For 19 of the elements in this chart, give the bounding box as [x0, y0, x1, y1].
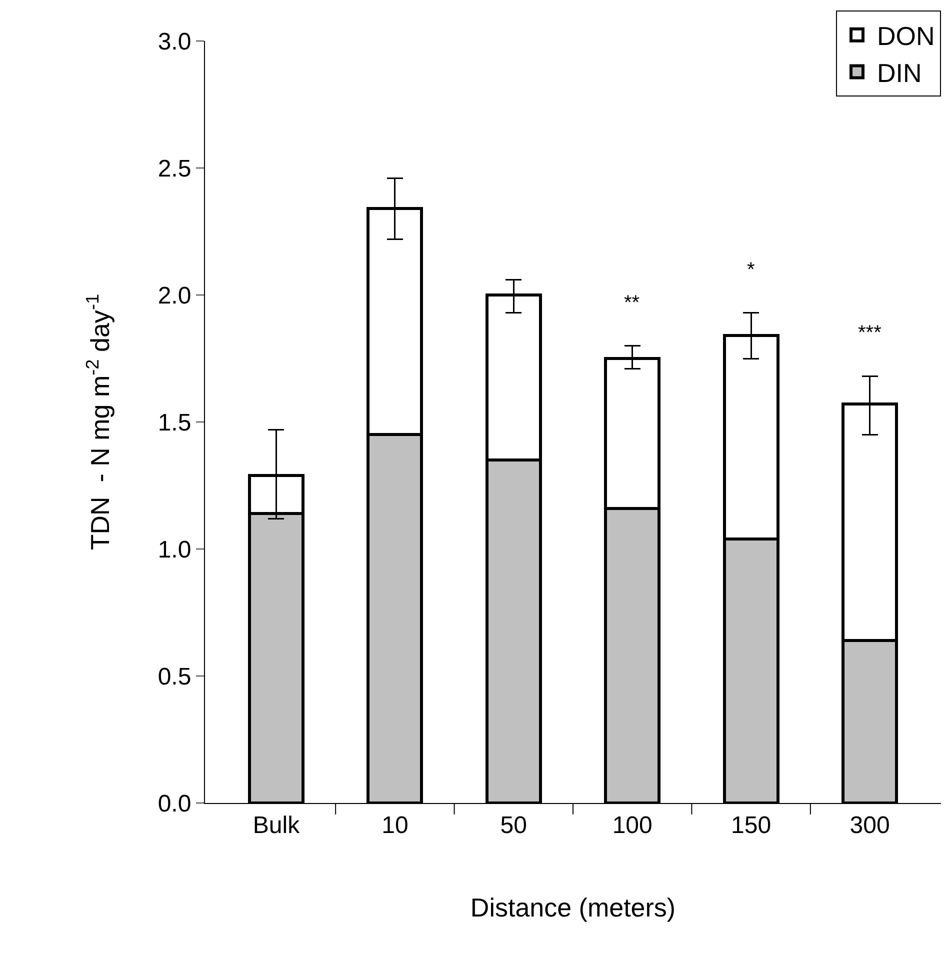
- y-tick-label: 2.5: [158, 155, 192, 182]
- y-tick-label: 3.0: [158, 28, 192, 56]
- legend-label: DON: [877, 21, 935, 52]
- x-tick-label: 150: [731, 812, 772, 839]
- annotation: ***: [858, 322, 882, 344]
- y-tick-label: 2.0: [158, 282, 192, 310]
- annotation: *: [747, 259, 755, 281]
- x-tick-label: 300: [850, 812, 890, 839]
- y-tick-label: 0.5: [158, 663, 192, 690]
- x-tick-label: 10: [382, 812, 408, 839]
- legend-label: DIN: [877, 58, 922, 88]
- x-tick-label: 100: [612, 812, 652, 839]
- annotation: **: [624, 292, 640, 314]
- x-tick-label: 50: [500, 812, 527, 839]
- x-tick-label: Bulk: [252, 812, 301, 839]
- x-axis-title: Distance (meters): [470, 892, 676, 922]
- y-tick-label: 1.0: [158, 536, 192, 564]
- y-tick-label: 1.5: [158, 409, 192, 436]
- y-tick-label: 0.0: [158, 790, 192, 818]
